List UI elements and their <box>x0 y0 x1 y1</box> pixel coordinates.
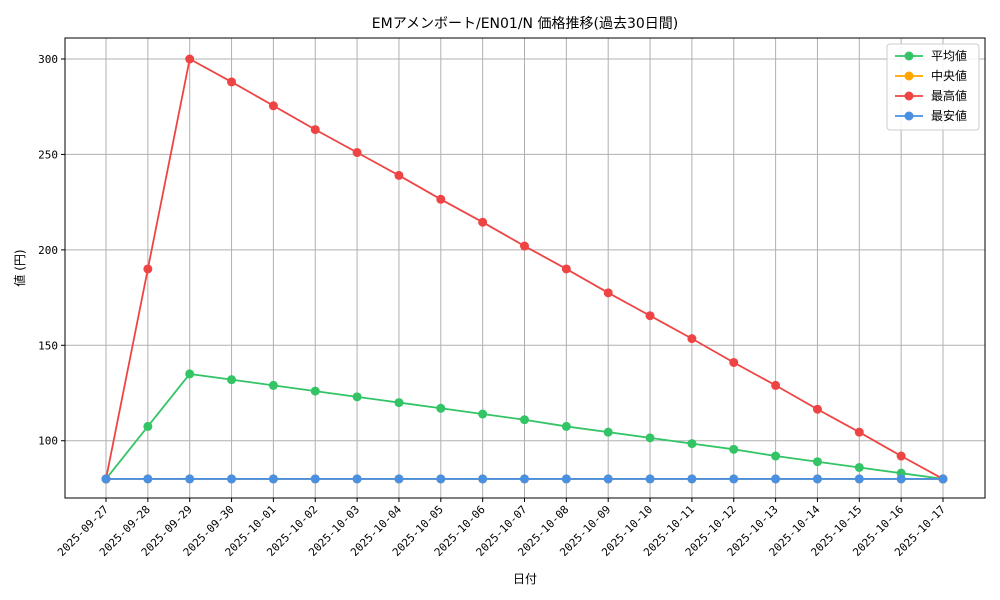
data-point <box>185 474 195 484</box>
data-point <box>938 474 948 484</box>
data-point <box>310 474 320 484</box>
data-point <box>729 357 739 367</box>
y-axis-label: 値 (円) <box>12 249 27 286</box>
data-point <box>603 288 613 298</box>
data-point <box>352 148 362 158</box>
data-point <box>896 474 906 484</box>
data-point <box>185 54 195 64</box>
data-point <box>478 409 488 419</box>
data-point <box>520 474 529 484</box>
data-point <box>268 101 278 111</box>
data-point <box>771 380 781 390</box>
data-point <box>227 77 237 87</box>
legend-marker <box>904 111 914 121</box>
data-point <box>143 264 153 274</box>
grid <box>65 38 985 498</box>
data-point <box>812 404 822 414</box>
data-point <box>645 311 655 321</box>
data-point <box>603 427 613 437</box>
data-point <box>352 392 362 402</box>
data-point <box>436 403 446 413</box>
data-point <box>394 170 404 180</box>
data-point <box>854 427 864 437</box>
data-point <box>687 474 697 484</box>
data-point <box>436 474 446 484</box>
chart-title: EMアメンボート/EN01/N 価格推移(過去30日間) <box>372 16 678 32</box>
data-point <box>771 451 781 461</box>
data-point <box>101 474 111 484</box>
y-tick-label: 150 <box>38 339 58 352</box>
data-point <box>394 398 404 408</box>
data-point <box>143 474 153 484</box>
data-point <box>687 334 697 344</box>
y-tick-label: 200 <box>38 244 58 257</box>
legend-marker <box>904 71 914 81</box>
data-point <box>394 474 404 484</box>
data-point <box>854 462 864 472</box>
data-point <box>812 474 822 484</box>
legend-marker <box>904 91 914 101</box>
legend-label: 平均値 <box>931 48 967 63</box>
data-point <box>520 241 529 251</box>
data-point <box>352 474 362 484</box>
data-point <box>896 451 906 461</box>
data-point <box>645 474 655 484</box>
data-point <box>854 474 864 484</box>
x-axis-label: 日付 <box>513 572 537 586</box>
data-point <box>143 421 153 431</box>
legend-marker <box>904 51 914 61</box>
legend-label: 最安値 <box>931 108 967 123</box>
y-tick-label: 300 <box>38 53 58 66</box>
data-point <box>645 433 655 443</box>
data-point <box>310 125 320 135</box>
data-point <box>520 415 529 425</box>
series-3 <box>101 474 948 484</box>
data-point <box>268 474 278 484</box>
data-point <box>812 457 822 467</box>
data-point <box>561 264 571 274</box>
data-point <box>478 217 488 227</box>
data-point <box>227 474 237 484</box>
data-point <box>268 380 278 390</box>
legend-label: 最高値 <box>931 88 967 103</box>
data-point <box>561 474 571 484</box>
y-axis: 100 150 200 250 300 <box>38 53 65 448</box>
data-point <box>771 474 781 484</box>
legend-box <box>886 43 980 131</box>
y-tick-label: 250 <box>38 148 58 161</box>
legend-label: 中央値 <box>931 68 967 83</box>
series-layer <box>101 54 948 484</box>
data-point <box>227 375 237 385</box>
data-point <box>729 474 739 484</box>
data-point <box>478 474 488 484</box>
x-axis: 2025-09-272025-09-282025-09-292025-09-30… <box>55 498 948 559</box>
data-point <box>310 386 320 396</box>
data-point <box>561 421 571 431</box>
data-point <box>603 474 613 484</box>
data-point <box>185 369 195 379</box>
data-point <box>729 444 739 454</box>
y-tick-label: 100 <box>38 435 58 448</box>
data-point <box>436 194 446 204</box>
data-point <box>687 439 697 449</box>
